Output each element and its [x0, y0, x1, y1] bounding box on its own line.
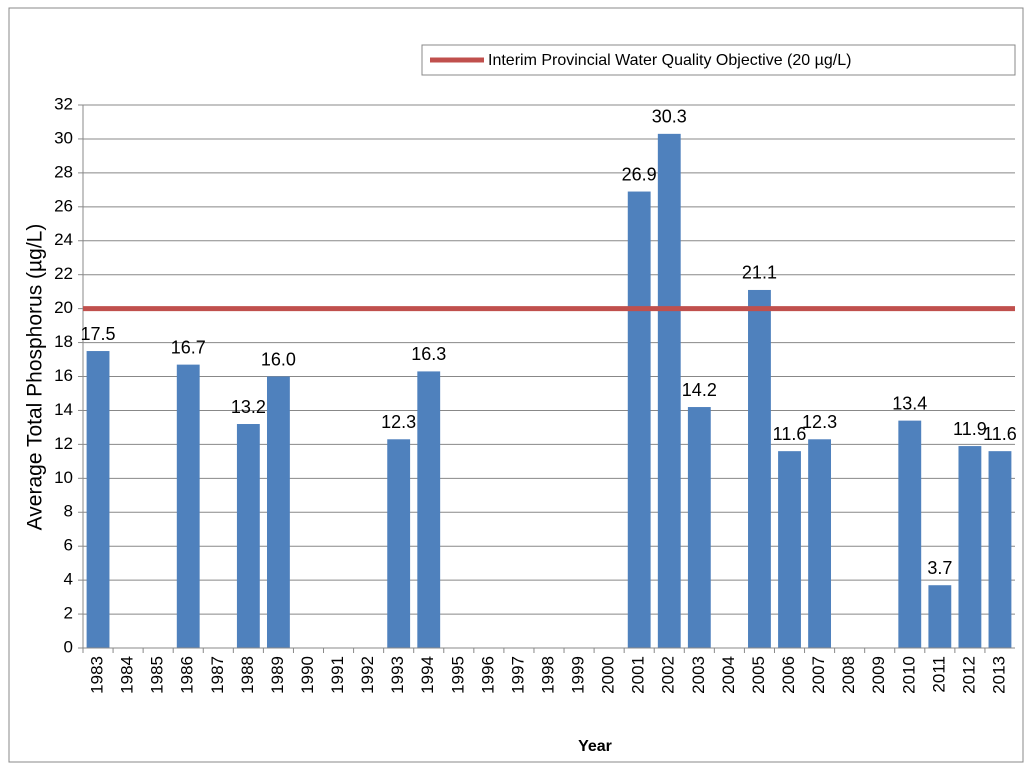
x-tick-label: 1983	[88, 656, 107, 694]
data-label: 26.9	[622, 164, 657, 184]
legend-label: Interim Provincial Water Quality Objecti…	[488, 52, 851, 69]
y-tick-label: 4	[64, 570, 73, 589]
y-axis-label: Average Total Phosphorus (µg/L)	[24, 224, 47, 531]
y-tick-label: 14	[54, 400, 73, 419]
bar	[266, 376, 290, 648]
x-tick-label: 2010	[899, 656, 918, 694]
x-tick-label: 2006	[779, 656, 798, 694]
x-tick-label: 1990	[298, 656, 317, 694]
x-tick-label: 1985	[148, 656, 167, 694]
y-tick-label: 8	[64, 502, 73, 521]
bar	[778, 451, 801, 648]
x-tick-label: 1988	[238, 656, 257, 694]
x-tick-label: 2008	[839, 656, 858, 694]
x-tick-label: 1994	[418, 656, 437, 694]
y-tick-label: 22	[54, 264, 73, 283]
data-label: 16.3	[411, 344, 446, 364]
y-tick-label: 12	[54, 434, 73, 453]
bar	[687, 407, 711, 648]
x-tick-label: 1996	[478, 656, 497, 694]
data-label: 13.2	[231, 397, 266, 417]
bar	[627, 191, 651, 648]
x-tick-label: 1997	[508, 656, 527, 694]
bar	[657, 133, 681, 649]
data-label: 12.3	[381, 412, 416, 432]
x-tick-label: 1993	[388, 656, 407, 694]
x-tick-label: 2011	[929, 656, 948, 693]
x-tick-label: 1995	[448, 656, 467, 694]
y-tick-label: 26	[54, 196, 73, 215]
legend-box	[421, 44, 1016, 76]
x-tick-label: 2002	[659, 656, 678, 694]
bar	[958, 446, 982, 648]
y-tick-label: 10	[54, 468, 73, 487]
data-label: 30.3	[652, 107, 687, 127]
bar	[748, 289, 771, 648]
y-tick-label: 16	[54, 366, 73, 385]
x-tick-label: 2012	[959, 656, 978, 694]
x-tick-label: 2009	[869, 656, 888, 694]
data-label: 11.6	[983, 424, 1017, 444]
data-label: 16.0	[261, 349, 296, 369]
y-tick-label: 18	[54, 332, 73, 351]
data-label: 11.6	[773, 424, 807, 444]
x-tick-label: 1986	[178, 656, 197, 694]
y-tick-label: 0	[64, 637, 73, 656]
bar	[808, 439, 832, 648]
data-label: 12.3	[802, 412, 837, 432]
bar	[387, 439, 411, 648]
bar	[86, 351, 110, 648]
x-tick-label: 1984	[118, 656, 137, 694]
chart-border	[8, 7, 1024, 763]
data-label: 11.9	[953, 419, 987, 439]
bar	[417, 371, 441, 648]
bar	[176, 364, 200, 648]
bar	[928, 585, 952, 648]
x-tick-label: 2000	[599, 656, 618, 694]
x-tick-label: 2007	[809, 656, 828, 694]
x-tick-label: 1991	[328, 656, 347, 694]
data-label: 16.7	[171, 337, 206, 357]
y-tick-label: 6	[64, 536, 73, 555]
bar	[988, 451, 1012, 648]
x-tick-label: 1989	[268, 656, 287, 694]
y-tick-label: 32	[54, 94, 73, 113]
x-tick-label: 1999	[569, 656, 588, 694]
data-label: 17.5	[81, 324, 116, 344]
y-tick-label: 30	[54, 128, 73, 147]
x-tick-label: 2004	[719, 656, 738, 694]
y-tick-label: 2	[64, 604, 73, 623]
x-tick-label: 1992	[358, 656, 377, 694]
x-tick-label: 2003	[689, 656, 708, 694]
bar	[898, 420, 922, 648]
data-label: 14.2	[682, 380, 717, 400]
x-tick-label: 1987	[208, 656, 227, 694]
y-tick-label: 28	[54, 162, 73, 181]
data-label: 13.4	[892, 393, 927, 413]
x-axis-label: Year	[578, 738, 612, 755]
x-tick-label: 2005	[749, 656, 768, 694]
y-tick-label: 20	[54, 298, 73, 317]
data-label: 21.1	[742, 263, 777, 283]
y-tick-label: 24	[54, 230, 73, 249]
x-tick-label: 2013	[989, 656, 1008, 694]
x-tick-label: 2001	[629, 656, 648, 694]
data-label: 3.7	[927, 558, 952, 578]
x-tick-label: 1998	[538, 656, 557, 694]
bar	[236, 424, 260, 648]
